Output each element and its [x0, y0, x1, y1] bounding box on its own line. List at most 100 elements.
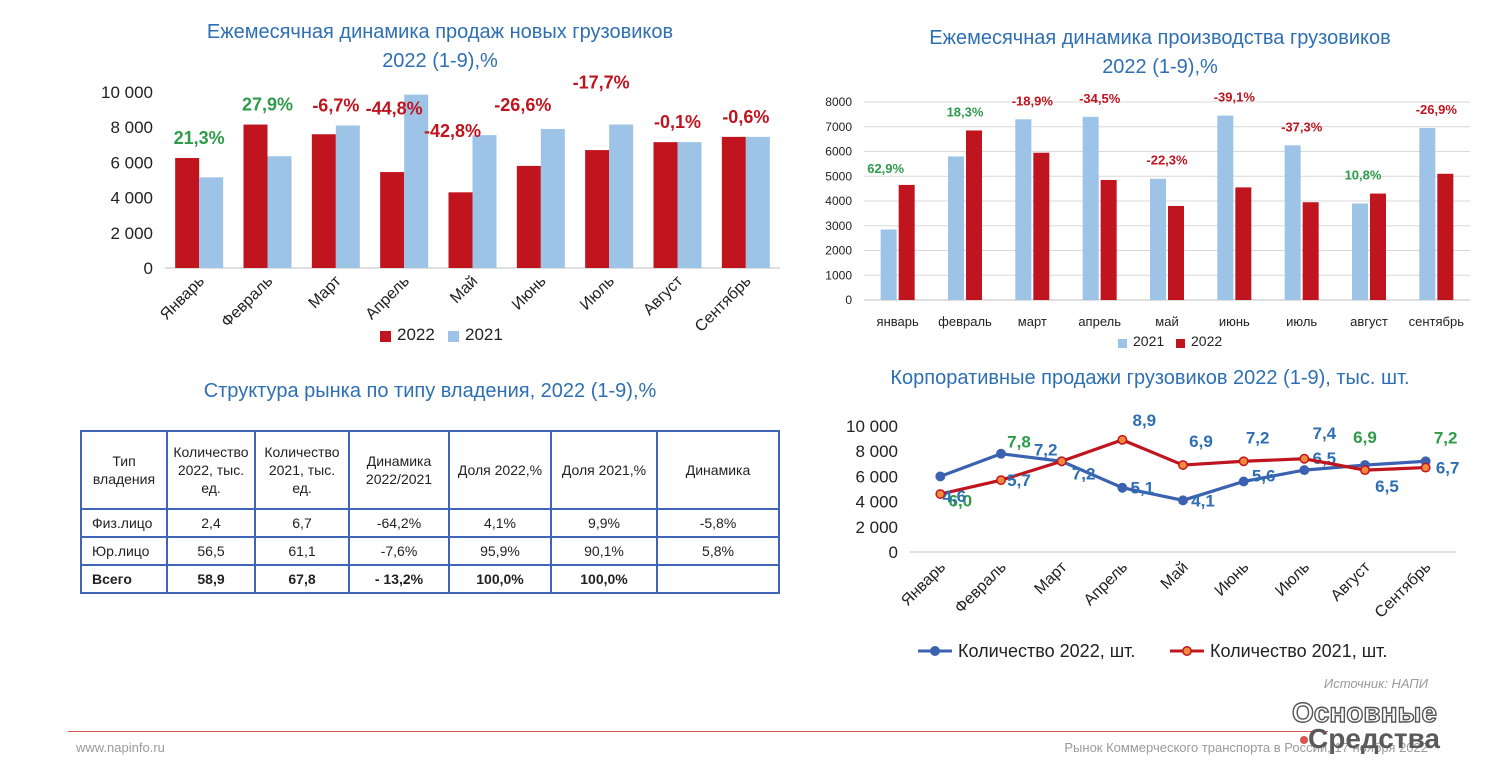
logo-dot [1300, 736, 1308, 744]
y-tick-label: 1000 [825, 268, 852, 282]
sales-plot: 0 2 000 4 000 6 000 8 000 10 000 Январь 21,3% Фе… [101, 73, 780, 344]
table-cell: Физ.лицо [80, 508, 168, 538]
footer-report-title: Рынок Коммерческого транспорта в России,… [1064, 740, 1428, 755]
bar-2021 [677, 142, 702, 268]
bar-2022 [898, 184, 915, 300]
bar-2021 [404, 94, 429, 268]
data-label: 7,8 [1007, 433, 1031, 452]
data-label: 7,2 [1072, 464, 1096, 483]
data-point [1299, 465, 1310, 476]
bar-2022 [653, 142, 678, 268]
y-tick-label: 10 000 [101, 83, 153, 102]
x-tick-label: май [1155, 314, 1178, 329]
table-cell: 9,9% [550, 508, 658, 538]
bar-2022 [1100, 179, 1117, 300]
data-label: 8,9 [1133, 411, 1157, 430]
x-tick-label: Июль [577, 273, 618, 314]
change-label: -37,3% [1281, 119, 1323, 134]
y-tick-label: 6000 [825, 145, 852, 159]
x-tick-label: Сентябрь [692, 273, 755, 336]
col-header: Количество 2022, тыс. ед. [166, 430, 256, 510]
x-tick-label: Май [447, 273, 481, 307]
change-label: -26,6% [494, 95, 551, 115]
table-cell: 5,8% [656, 536, 780, 566]
footer-site-link[interactable]: www.napinfo.ru [76, 740, 165, 755]
x-tick-label: январь [877, 314, 919, 329]
table-cell: 100,0% [550, 564, 658, 594]
bar-2022 [721, 136, 746, 268]
x-tick-label: август [1350, 314, 1388, 329]
sales-chart-title: Ежемесячная динамика продаж новых грузов… [70, 18, 810, 76]
legend-marker [930, 646, 940, 656]
bar-2022 [1437, 173, 1454, 300]
x-tick-label: март [1018, 314, 1047, 329]
production-plot: 0 1000 2000 3000 4000 5000 6000 7000 8000 январь 6… [825, 90, 1470, 349]
y-tick-label: 4 000 [110, 189, 153, 208]
data-point [1299, 453, 1310, 464]
data-point [1117, 434, 1128, 445]
y-tick-label: 8 000 [855, 442, 898, 461]
table-cell: Всего [80, 564, 168, 594]
legend-swatch [448, 331, 459, 342]
data-label: 5,6 [1252, 466, 1276, 485]
y-tick-label: 4 000 [855, 493, 898, 512]
y-tick-label: 6 000 [855, 467, 898, 486]
change-label: 62,9% [867, 161, 904, 176]
table-cell: 67,8 [254, 564, 350, 594]
production-chart: Ежемесячная динамика производства грузов… [820, 24, 1500, 364]
x-tick-label: Январь [898, 559, 949, 610]
change-label: -26,9% [1416, 102, 1458, 117]
bar-2022 [311, 134, 336, 268]
col-header: Количество 2021, тыс. ед. [254, 430, 350, 510]
col-header: Динамика 2022/2021 [348, 430, 450, 510]
y-tick-label: 3000 [825, 219, 852, 233]
data-label: 7,2 [1434, 428, 1458, 447]
y-tick-label: 5000 [825, 169, 852, 183]
change-label: -42,8% [424, 121, 481, 141]
ownership-table-title: Структура рынка по типу владения, 2022 (… [203, 380, 657, 402]
table-cell: 90,1% [550, 536, 658, 566]
table-cell: Юр.лицо [80, 536, 168, 566]
y-tick-label: 0 [889, 543, 898, 562]
data-label: 5,7 [1007, 471, 1031, 490]
table-row-total: Всего 58,9 67,8 - 13,2% 100,0% 100,0% [80, 564, 780, 594]
table-cell: 4,1% [448, 508, 552, 538]
data-point [1178, 460, 1188, 471]
table-cell: -7,6% [348, 536, 450, 566]
x-tick-label: Март [306, 272, 346, 312]
change-label: 27,9% [242, 95, 293, 115]
table-cell: 2,4 [166, 508, 256, 538]
change-label: -34,5% [1079, 91, 1121, 106]
corporate-plot: 0 2 000 4 000 6 000 8 000 10 000 Январь Февраль… [846, 411, 1459, 661]
bar-2022 [1168, 205, 1184, 300]
bar-2021 [1284, 145, 1301, 300]
y-tick-label: 6 000 [110, 153, 153, 172]
x-tick-label: Июнь [509, 273, 550, 314]
y-tick-label: 7000 [825, 120, 852, 134]
data-point [935, 471, 946, 482]
x-tick-label: июнь [1219, 314, 1250, 329]
data-point [1117, 482, 1128, 493]
bar-2022 [175, 158, 200, 268]
corporate-chart-title: Корпоративные продажи грузовиков 2022 (1… [830, 364, 1470, 393]
y-tick-label: 0 [845, 293, 852, 307]
legend-label: Количество 2022, шт. [958, 641, 1135, 661]
production-title-line2: 2022 (1-9),% [1102, 56, 1218, 78]
legend-swatch [380, 331, 391, 342]
legend-label: 2021 [465, 325, 503, 344]
data-point [996, 448, 1006, 459]
x-tick-label: Сентябрь [1372, 559, 1435, 622]
change-label: -0,6% [722, 107, 769, 127]
sales-title-line1: Ежемесячная динамика продаж новых грузов… [206, 21, 674, 43]
change-label: -39,1% [1214, 90, 1256, 105]
bar-2021 [335, 125, 360, 268]
ownership-table: Тип владения Количество 2022, тыс. ед. К… [80, 430, 780, 594]
legend-label: 2022 [397, 325, 435, 344]
y-tick-label: 4000 [825, 194, 852, 208]
change-label: -0,1% [654, 112, 701, 132]
corporate-chart: Корпоративные продажи грузовиков 2022 (1… [830, 364, 1470, 674]
bar-2022 [1370, 193, 1386, 300]
bar-2021 [267, 156, 292, 268]
logo-line2: Средства [1308, 723, 1441, 754]
table-row: Юр.лицо 56,5 61,1 -7,6% 95,9% 90,1% 5,8% [80, 536, 780, 566]
